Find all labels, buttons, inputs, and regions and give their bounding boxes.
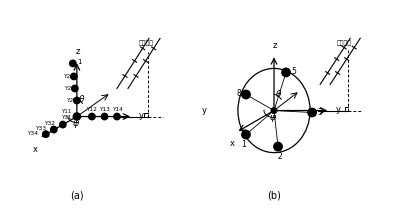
- Text: y: y: [336, 105, 341, 114]
- Circle shape: [114, 113, 120, 120]
- Text: (b): (b): [267, 191, 281, 201]
- Circle shape: [71, 73, 77, 80]
- Text: z: z: [76, 47, 80, 56]
- Text: Y23: Y23: [64, 86, 75, 91]
- Circle shape: [60, 121, 66, 128]
- Text: Y13: Y13: [99, 107, 110, 112]
- Circle shape: [51, 126, 57, 133]
- Text: (a): (a): [70, 191, 84, 201]
- Text: 8: 8: [236, 89, 241, 98]
- Text: 1: 1: [77, 59, 82, 65]
- Circle shape: [73, 113, 81, 120]
- Text: θ: θ: [79, 96, 85, 104]
- Text: 1: 1: [241, 140, 246, 149]
- Text: z: z: [273, 41, 277, 50]
- Text: Y11: Y11: [61, 109, 71, 114]
- Text: Y12: Y12: [87, 107, 98, 112]
- Text: x: x: [229, 139, 235, 148]
- Text: Y2: Y2: [63, 74, 70, 79]
- Text: 输入信号: 输入信号: [139, 41, 154, 46]
- Text: θ: θ: [276, 90, 282, 99]
- Text: Y31: Y31: [61, 115, 71, 120]
- Text: Y32: Y32: [44, 121, 55, 126]
- Circle shape: [242, 90, 250, 99]
- Text: Y14: Y14: [112, 107, 123, 112]
- Text: 5: 5: [291, 67, 296, 76]
- Text: ψ: ψ: [270, 112, 276, 122]
- Circle shape: [89, 113, 95, 120]
- Circle shape: [101, 113, 108, 120]
- Text: 输入信号: 输入信号: [337, 41, 352, 46]
- Circle shape: [72, 85, 78, 92]
- Circle shape: [274, 142, 282, 151]
- Text: 2: 2: [278, 152, 283, 161]
- Circle shape: [70, 60, 76, 67]
- Text: Y22: Y22: [66, 98, 77, 103]
- Text: x: x: [32, 145, 37, 154]
- Circle shape: [43, 131, 49, 137]
- Text: y: y: [202, 106, 207, 115]
- Text: Y34: Y34: [27, 131, 38, 136]
- Circle shape: [308, 108, 316, 117]
- Text: y: y: [139, 111, 144, 120]
- Circle shape: [282, 68, 290, 77]
- Text: 3: 3: [317, 108, 322, 117]
- Circle shape: [271, 108, 277, 113]
- Text: ψ: ψ: [73, 119, 79, 127]
- Circle shape: [242, 130, 250, 139]
- Circle shape: [74, 97, 80, 104]
- Text: Y33: Y33: [35, 126, 46, 131]
